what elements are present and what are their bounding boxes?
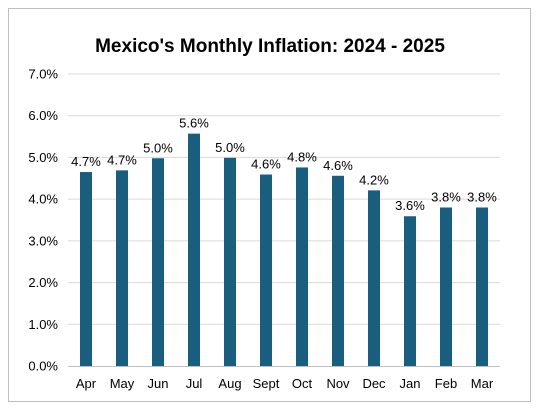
data-label: 4.6% <box>251 157 281 172</box>
bar-jul <box>188 133 200 366</box>
y-tick-label: 3.0% <box>28 233 58 248</box>
bar-jan <box>404 216 416 366</box>
data-label: 5.0% <box>143 140 173 155</box>
data-label: 4.7% <box>107 152 137 167</box>
data-label: 4.6% <box>323 158 353 173</box>
y-axis-ticks: 0.0% 1.0% 2.0% 3.0% 4.0% 5.0% 6.0% 7.0% <box>28 67 58 374</box>
bar-aug <box>224 157 236 366</box>
gridlines <box>68 73 500 325</box>
bar-nov <box>332 175 344 366</box>
x-tick-label: Nov <box>326 376 350 391</box>
x-tick-label: Jun <box>148 376 169 391</box>
x-tick-label: May <box>110 376 135 391</box>
y-tick-label: 4.0% <box>28 192 58 207</box>
x-axis-ticks: Apr May Jun Jul Aug Sept Oct Nov Dec Jan Feb Mar <box>76 376 494 391</box>
data-label: 4.8% <box>287 149 317 164</box>
data-label: 3.8% <box>467 189 497 204</box>
data-label: 3.6% <box>395 198 425 213</box>
y-tick-label: 5.0% <box>28 150 58 165</box>
bar-mar <box>476 207 488 366</box>
y-tick-label: 1.0% <box>28 317 58 332</box>
data-label: 3.8% <box>431 189 461 204</box>
x-tick-label: Dec <box>362 376 386 391</box>
bar-may <box>116 170 128 366</box>
bar-apr <box>80 172 92 366</box>
bar-feb <box>440 207 452 366</box>
y-tick-label: 0.0% <box>28 359 58 374</box>
bar-jun <box>152 158 164 366</box>
data-labels: 4.7% 4.7% 5.0% 5.6% 5.0% 4.6% 4.8% 4.6% 4.2% 3.6%… <box>71 116 497 214</box>
bar-oct <box>296 167 308 366</box>
y-tick-label: 2.0% <box>28 275 58 290</box>
bar-dec <box>368 190 380 366</box>
x-tick-label: Oct <box>292 376 313 391</box>
y-tick-label: 6.0% <box>28 108 58 123</box>
x-tick-label: Apr <box>76 376 97 391</box>
x-tick-label: Jan <box>400 376 421 391</box>
x-tick-label: Sept <box>253 376 280 391</box>
data-label: 4.7% <box>71 154 101 169</box>
x-tick-label: Mar <box>471 376 494 391</box>
x-tick-label: Feb <box>435 376 457 391</box>
x-tick-label: Jul <box>186 376 203 391</box>
bar-sept <box>260 174 272 366</box>
bars <box>80 133 488 366</box>
chart-title: Mexico's Monthly Inflation: 2024 - 2025 <box>95 36 445 57</box>
data-label: 5.0% <box>215 140 245 155</box>
y-tick-label: 7.0% <box>28 67 58 82</box>
data-label: 4.2% <box>359 172 389 187</box>
x-tick-label: Aug <box>218 376 241 391</box>
data-label: 5.6% <box>179 116 209 131</box>
